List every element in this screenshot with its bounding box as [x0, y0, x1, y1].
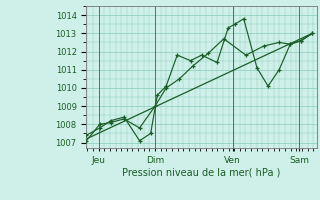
- X-axis label: Pression niveau de la mer( hPa ): Pression niveau de la mer( hPa ): [123, 167, 281, 177]
